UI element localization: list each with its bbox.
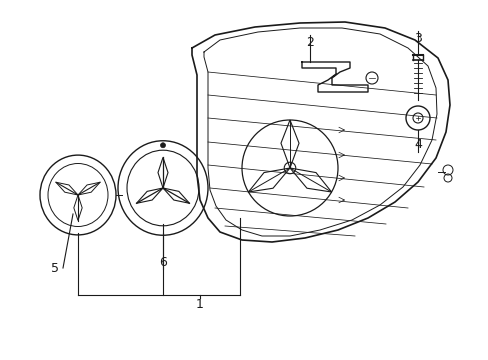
- Text: 2: 2: [305, 36, 313, 49]
- Text: 5: 5: [51, 261, 59, 274]
- Text: 3: 3: [413, 31, 421, 45]
- Circle shape: [160, 143, 165, 148]
- Text: 1: 1: [196, 298, 203, 311]
- Text: 6: 6: [159, 256, 166, 269]
- Text: 4: 4: [413, 139, 421, 152]
